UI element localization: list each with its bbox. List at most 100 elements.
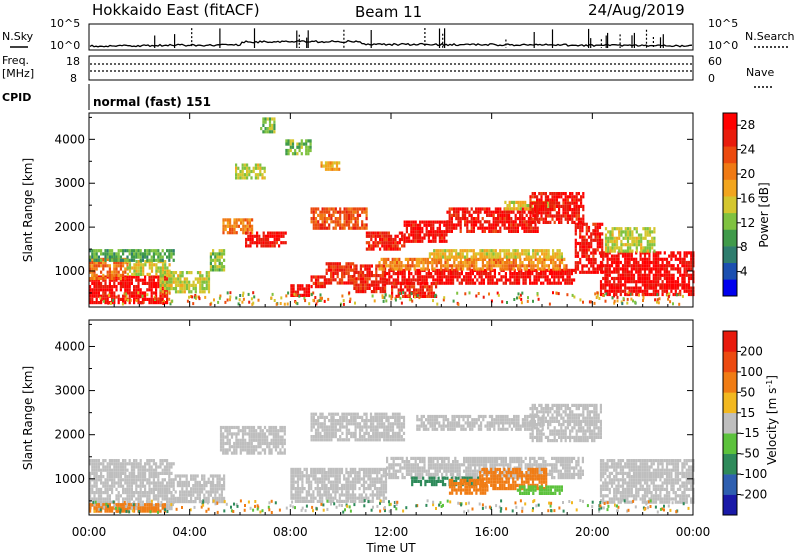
heatmap-cell — [452, 281, 455, 285]
heatmap-cell — [457, 220, 460, 224]
heatmap-cell — [412, 223, 415, 227]
heatmap-cell — [95, 497, 98, 501]
heatmap-cell — [514, 223, 517, 227]
heatmap-cell — [188, 283, 191, 287]
heatmap-cell — [100, 249, 103, 253]
heatmap-cell — [144, 494, 147, 498]
heatmap-cell — [446, 255, 449, 259]
heatmap-cell — [336, 265, 339, 269]
heatmap-cell — [137, 297, 140, 301]
heatmap-cell — [519, 200, 522, 204]
heatmap-cell — [624, 286, 627, 290]
heatmap-cell — [111, 471, 114, 475]
heatmap-cell — [295, 293, 298, 297]
heatmap-cell — [335, 161, 339, 165]
heatmap-cell — [179, 500, 182, 504]
heatmap-cell — [95, 465, 98, 469]
heatmap-cell — [95, 255, 98, 259]
heatmap-cell — [235, 173, 238, 177]
heatmap-cell — [430, 220, 433, 224]
heatmap-cell — [611, 249, 614, 253]
heatmap-cell — [473, 261, 476, 265]
heatmap-cell — [457, 213, 460, 217]
heatmap-cell — [267, 231, 270, 235]
heatmap-cell — [558, 201, 561, 205]
heatmap-cell — [615, 292, 618, 297]
heatmap-cell — [619, 283, 622, 287]
heatmap-cell — [219, 425, 223, 430]
heatmap-cell — [366, 270, 369, 274]
heatmap-cell — [435, 264, 438, 268]
heatmap-cell — [453, 223, 456, 227]
heatmap-cell — [207, 271, 211, 275]
heatmap-cell — [144, 263, 147, 267]
heatmap-cell — [637, 270, 640, 274]
heatmap-cell — [607, 249, 610, 253]
heatmap-cell — [252, 435, 256, 439]
heatmap-cell — [511, 272, 514, 276]
heatmap-cell — [441, 281, 444, 285]
heatmap-cell — [119, 264, 122, 268]
heatmap-cell — [503, 267, 506, 271]
heatmap-cell — [585, 248, 588, 252]
heatmap-cell — [203, 487, 206, 491]
heatmap-cell — [135, 263, 138, 267]
heatmap-cell — [610, 257, 614, 261]
heatmap-cell — [626, 280, 629, 284]
heatmap-cell — [494, 249, 497, 253]
heatmap-cell — [519, 293, 522, 297]
heatmap-cell — [506, 264, 509, 268]
heatmap-cell — [161, 481, 164, 485]
heatmap-cell — [648, 286, 651, 290]
heatmap-cell — [259, 166, 262, 170]
heatmap-cell — [185, 484, 188, 488]
heatmap-cell — [626, 257, 629, 261]
heatmap-cell — [152, 297, 155, 301]
heatmap-cell — [126, 281, 129, 285]
heatmap-cell — [150, 269, 154, 273]
heatmap-cell — [146, 252, 149, 256]
heatmap-cell — [399, 292, 401, 295]
heatmap-cell — [609, 236, 612, 240]
heatmap-cell — [144, 465, 147, 469]
heatmap-cell — [404, 285, 407, 289]
heatmap-cell — [408, 239, 411, 243]
heatmap-cell — [126, 478, 129, 482]
heatmap-cell — [648, 251, 651, 255]
heatmap-cell — [343, 213, 346, 217]
heatmap-cell — [410, 272, 413, 276]
heatmap-cell — [181, 287, 184, 291]
heatmap-cell — [179, 490, 182, 494]
heatmap-cell — [611, 227, 614, 231]
heatmap-cell — [259, 429, 262, 433]
heatmap-cell — [268, 117, 272, 121]
heatmap-cell — [246, 441, 249, 446]
heatmap-cell — [560, 252, 563, 256]
heatmap-cell — [396, 244, 399, 248]
heatmap-cell — [542, 275, 545, 279]
heatmap-cell — [205, 490, 208, 494]
heatmap-cell — [416, 268, 419, 272]
heatmap-cell — [244, 432, 247, 436]
heatmap-cell — [583, 235, 586, 239]
heatmap-cell — [91, 491, 94, 495]
heatmap-cell — [392, 247, 395, 251]
heatmap-cell — [363, 210, 366, 214]
heatmap-cell — [562, 192, 565, 196]
heatmap-cell — [307, 284, 311, 288]
heatmap-cell — [457, 210, 460, 214]
heatmap-cell — [376, 244, 379, 248]
heatmap-cell — [115, 481, 118, 485]
heatmap-cell — [401, 275, 404, 279]
heatmap-cell — [285, 294, 288, 298]
heatmap-cell — [488, 252, 491, 256]
heatmap-cell — [294, 496, 297, 500]
heatmap-cell — [155, 288, 158, 292]
heatmap-cell — [305, 293, 308, 297]
heatmap-cell — [622, 249, 625, 253]
heatmap-cell — [501, 213, 504, 217]
heatmap-cell — [233, 221, 236, 225]
heatmap-cell — [163, 494, 166, 498]
heatmap-cell — [89, 297, 92, 301]
heatmap-cell — [574, 225, 577, 230]
